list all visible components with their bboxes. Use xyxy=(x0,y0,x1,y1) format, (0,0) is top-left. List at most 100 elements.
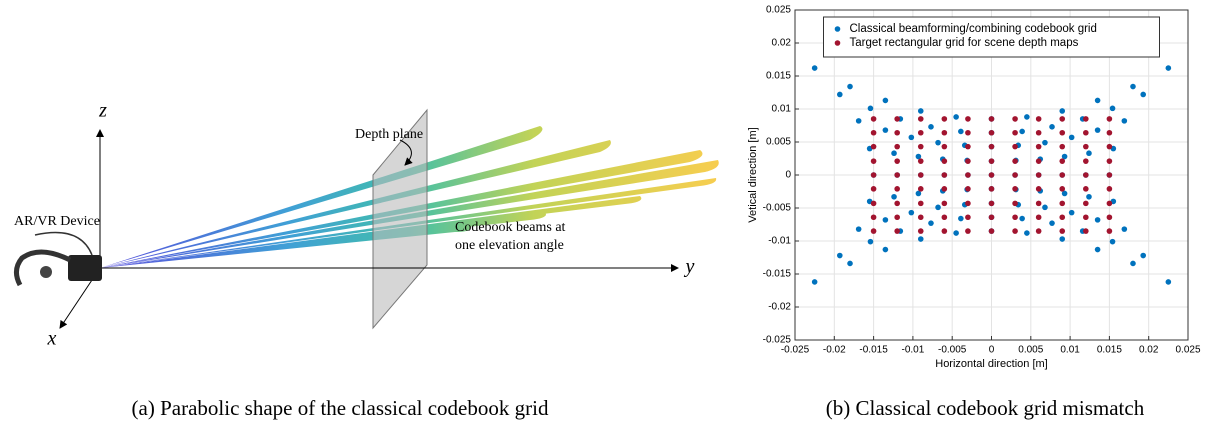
data-point xyxy=(1012,200,1018,207)
data-point xyxy=(941,214,948,221)
data-point xyxy=(1035,158,1042,164)
data-point xyxy=(894,129,900,136)
axis-label: y xyxy=(684,256,695,278)
data-point xyxy=(965,172,971,178)
data-point xyxy=(847,83,853,90)
data-point xyxy=(1083,200,1089,207)
legend: Classical beamforming/combining codebook… xyxy=(823,16,1160,58)
data-point xyxy=(894,186,900,192)
data-point xyxy=(965,158,971,164)
data-point xyxy=(1061,153,1068,160)
y-tick-label: -0.02 xyxy=(768,302,791,313)
x-tick-label: -0.025 xyxy=(781,345,810,356)
data-point xyxy=(1059,116,1066,122)
data-point xyxy=(1059,158,1066,164)
data-point xyxy=(917,158,924,164)
y-tick-label: -0.015 xyxy=(763,269,792,280)
data-point xyxy=(1012,228,1018,234)
data-point xyxy=(870,129,877,136)
data-point xyxy=(870,116,877,122)
data-point xyxy=(1094,217,1101,223)
data-point xyxy=(1059,200,1066,207)
data-point xyxy=(891,150,897,157)
data-point xyxy=(915,153,922,160)
data-point xyxy=(1165,65,1172,71)
data-point xyxy=(1012,186,1018,192)
data-point xyxy=(928,220,934,226)
data-point xyxy=(847,260,853,267)
legend-label: Target rectangular grid for scene depth … xyxy=(850,37,1079,49)
data-point xyxy=(1035,214,1042,221)
data-point xyxy=(988,214,995,221)
data-point xyxy=(1121,118,1128,124)
data-point xyxy=(1068,134,1075,141)
data-point xyxy=(1083,214,1089,221)
data-point xyxy=(988,186,995,192)
data-point xyxy=(894,143,900,150)
headset-icon xyxy=(14,231,102,287)
data-point xyxy=(1109,238,1116,245)
data-point xyxy=(1024,230,1030,236)
data-point xyxy=(917,228,924,234)
data-point xyxy=(1106,214,1113,221)
data-point xyxy=(988,143,995,150)
data-point xyxy=(1042,204,1048,211)
data-point xyxy=(1140,91,1146,98)
data-point xyxy=(965,228,971,234)
data-point xyxy=(1106,143,1113,150)
data-point xyxy=(1083,172,1089,178)
data-point xyxy=(965,214,971,221)
y-axis-label: Vetical direction [m] xyxy=(747,127,759,222)
data-point xyxy=(870,186,877,192)
y-tick-label: 0.015 xyxy=(766,71,791,82)
data-point xyxy=(1106,200,1113,207)
data-point xyxy=(1165,279,1172,285)
data-point xyxy=(882,97,889,104)
data-point xyxy=(1083,186,1089,192)
data-point xyxy=(855,118,862,124)
data-point xyxy=(965,186,971,192)
annotation: Codebook beams at xyxy=(455,220,566,235)
y-tick-label: -0.01 xyxy=(768,236,791,247)
data-point xyxy=(1083,228,1089,234)
data-point xyxy=(1049,220,1055,226)
data-point xyxy=(941,158,948,164)
arrow xyxy=(399,139,413,166)
x-tick-label: -0.01 xyxy=(902,345,925,356)
x-tick-label: 0.01 xyxy=(1060,345,1080,356)
data-point xyxy=(837,91,843,98)
data-point xyxy=(870,158,877,164)
data-point xyxy=(867,238,874,245)
data-point xyxy=(1121,226,1128,232)
data-point xyxy=(1035,200,1042,207)
data-point xyxy=(1106,228,1113,234)
data-point xyxy=(1106,129,1113,136)
data-point xyxy=(1059,108,1066,114)
data-point xyxy=(1061,190,1068,197)
data-point xyxy=(908,134,915,141)
x-tick-label: 0 xyxy=(989,345,995,356)
data-point xyxy=(891,193,897,200)
y-tick-label: -0.005 xyxy=(763,203,792,214)
x-tick-label: 0.02 xyxy=(1139,345,1159,356)
data-point xyxy=(1024,114,1030,120)
data-point xyxy=(1109,105,1116,112)
data-point xyxy=(988,172,995,178)
data-point xyxy=(1094,246,1101,253)
data-point xyxy=(1042,139,1048,146)
data-point xyxy=(1059,236,1066,242)
data-point xyxy=(1130,83,1136,90)
data-point xyxy=(917,116,924,122)
data-point xyxy=(894,200,900,207)
data-point xyxy=(894,158,900,164)
legend-label: Classical beamforming/combining codebook… xyxy=(850,23,1097,35)
data-point xyxy=(941,200,948,207)
data-point xyxy=(867,105,874,112)
legend-box xyxy=(823,16,1160,58)
y-tick-label: 0 xyxy=(785,170,791,181)
data-point xyxy=(941,172,948,178)
y-tick-label: 0.025 xyxy=(766,5,791,16)
data-point xyxy=(917,214,924,221)
data-point xyxy=(941,228,948,234)
